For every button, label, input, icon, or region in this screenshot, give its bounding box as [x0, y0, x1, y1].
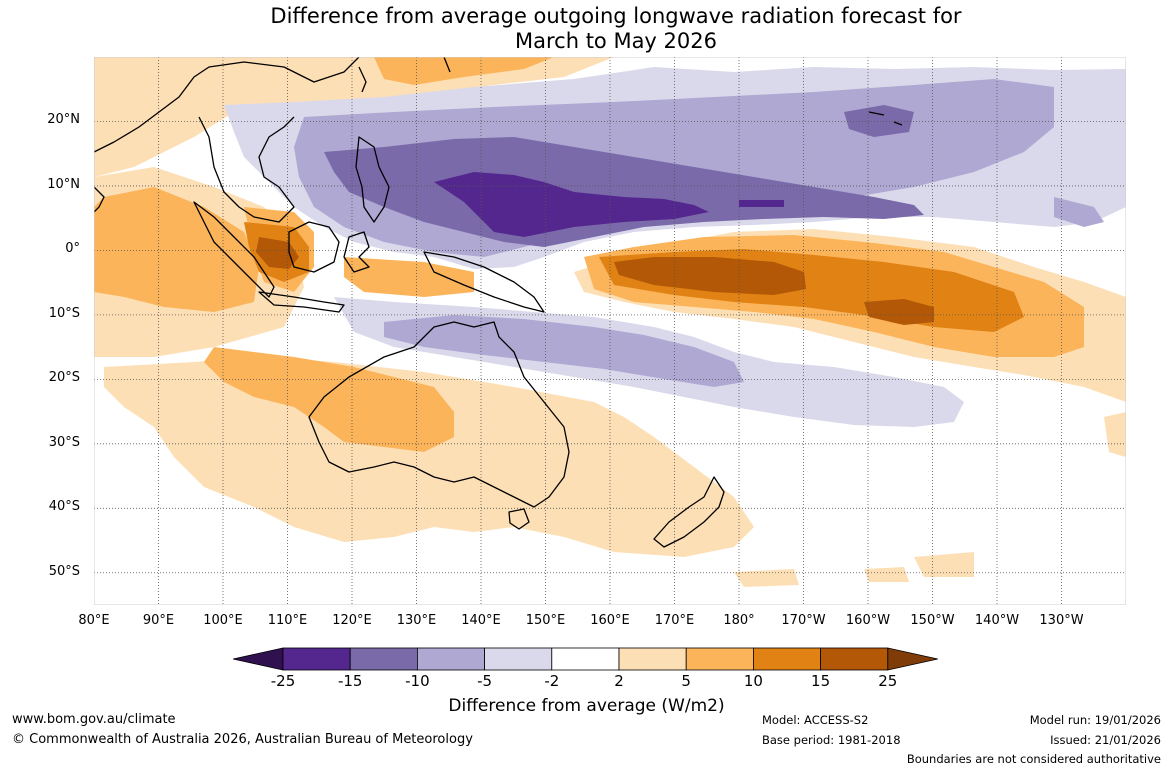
longitude-tick-label: 130°E	[396, 613, 437, 628]
anomaly-region-pos-extreme	[614, 257, 806, 295]
legend-tick-label: 10	[743, 672, 763, 690]
legend-swatch	[349, 647, 418, 671]
longitude-tick-label: 130°W	[1039, 613, 1084, 628]
coastline-borneo	[288, 221, 340, 273]
latitude-tick-label: 20°N	[47, 112, 80, 128]
legend-swatch	[753, 647, 822, 671]
legend-tick-label: -10	[405, 672, 430, 690]
anomaly-region-neg-medium	[1054, 197, 1104, 227]
legend-swatch	[551, 647, 620, 671]
issued-date: Issued: 21/01/2026	[1050, 733, 1161, 747]
anomaly-region-pos-small	[94, 57, 614, 177]
longitude-tick-label: 140°E	[461, 613, 501, 628]
olr-anomaly-map	[94, 57, 1126, 605]
coastline-tasmania	[508, 508, 530, 530]
longitude-tick-label: 160°W	[845, 613, 891, 628]
coastline-hawaii	[868, 111, 903, 126]
coastline-indochina	[198, 116, 295, 223]
anomaly-region-pos-small	[1104, 412, 1126, 457]
legend-tick-label: -2	[544, 672, 560, 690]
legend-swatch	[416, 647, 485, 671]
anomaly-region-pos-small	[734, 569, 799, 587]
anomaly-region-neg-extreme	[434, 172, 709, 237]
legend-swatch	[685, 647, 754, 671]
copyright-notice: © Commonwealth of Australia 2026, Austra…	[12, 732, 473, 747]
legend-arrow-high	[887, 647, 938, 671]
latitude-tick-label: 10°S	[48, 305, 80, 321]
latitude-tick-label: 10°N	[47, 176, 80, 192]
model-name: Model: ACCESS-S2	[762, 713, 869, 727]
legend-tick-label: -5	[477, 672, 493, 690]
coastline-sumatra	[193, 201, 275, 298]
coastline-sulawesi	[343, 231, 370, 273]
anomaly-region-neg-large	[324, 137, 924, 247]
legend-colorbar	[232, 646, 939, 672]
legend-swatch	[282, 647, 351, 671]
anomaly-region-pos-medium	[204, 347, 454, 452]
legend-arrow-low	[232, 647, 284, 671]
longitude-tick-label: 100°E	[203, 613, 243, 628]
graticule	[94, 57, 1126, 605]
legend-tick-label: 5	[681, 672, 691, 690]
boundaries-disclaimer: Boundaries are not considered authoritat…	[906, 752, 1161, 766]
map-title: Difference from average outgoing longwav…	[0, 4, 1173, 54]
longitude-tick-label: 140°W	[974, 613, 1020, 628]
model-run-date: Model run: 19/01/2026	[1029, 713, 1161, 727]
longitude-tick-label: 170°W	[781, 613, 826, 628]
anomaly-region-pos-medium	[344, 257, 474, 297]
latitude-tick-label: 40°S	[48, 499, 80, 515]
coastline-japan-taiwan	[358, 57, 451, 93]
title-line-1: Difference from average outgoing longwav…	[270, 4, 962, 28]
base-period: Base period: 1981-2018	[762, 733, 901, 747]
longitude-tick-label: 150°E	[525, 613, 566, 628]
legend-swatch	[820, 647, 889, 671]
anomaly-region-pos-medium	[94, 187, 259, 312]
anomaly-region-neg-large	[844, 105, 914, 137]
anomaly-region-pos-small	[914, 552, 974, 577]
coastline-australia	[308, 321, 570, 508]
longitude-tick-label: 150°W	[910, 613, 955, 628]
longitude-tick-label: 80°E	[78, 613, 110, 628]
anomaly-region-pos-medium	[374, 57, 554, 85]
latitude-tick-label: 20°S	[48, 370, 80, 386]
longitude-tick-label: 160°E	[590, 613, 630, 628]
legend-tick-label: 15	[811, 672, 831, 690]
latitude-tick-label: 30°S	[48, 434, 80, 450]
anomaly-region-pos-extreme	[256, 237, 299, 269]
anomaly-region-neg-extreme	[739, 200, 784, 207]
legend-title: Difference from average (W/m2)	[448, 696, 725, 716]
longitude-tick-label: 90°E	[142, 613, 175, 628]
legend-swatch	[618, 647, 687, 671]
legend-tick-label: -15	[337, 672, 363, 690]
source-url: www.bom.gov.au/climate	[12, 712, 176, 727]
coastline-philippines	[355, 136, 390, 223]
longitude-tick-label: 110°E	[267, 613, 308, 628]
anomaly-region-neg-medium	[384, 315, 744, 387]
longitude-tick-label: 170°E	[654, 613, 695, 628]
coastline-java	[258, 291, 345, 313]
title-line-2: March to May 2026	[515, 29, 717, 53]
anomaly-region-pos-extreme	[864, 299, 934, 325]
coastlines	[94, 57, 903, 548]
legend-swatch	[484, 647, 553, 671]
latitude-tick-label: 0°	[65, 241, 80, 257]
coastline-asia	[94, 57, 360, 153]
legend-tick-label: 2	[614, 672, 624, 690]
longitude-tick-label: 180°	[723, 613, 755, 628]
coastline-india	[94, 186, 105, 213]
longitude-tick-label: 120°E	[332, 613, 372, 628]
legend-tick-label: -25	[270, 672, 296, 690]
coastline-new-guinea	[423, 251, 545, 313]
latitude-tick-label: 50°S	[48, 563, 80, 579]
anomaly-region-pos-small	[864, 567, 909, 582]
coastline-new-zealand	[653, 476, 725, 548]
anomaly-region-pos-small	[104, 357, 754, 557]
legend-tick-label: 25	[878, 672, 898, 690]
